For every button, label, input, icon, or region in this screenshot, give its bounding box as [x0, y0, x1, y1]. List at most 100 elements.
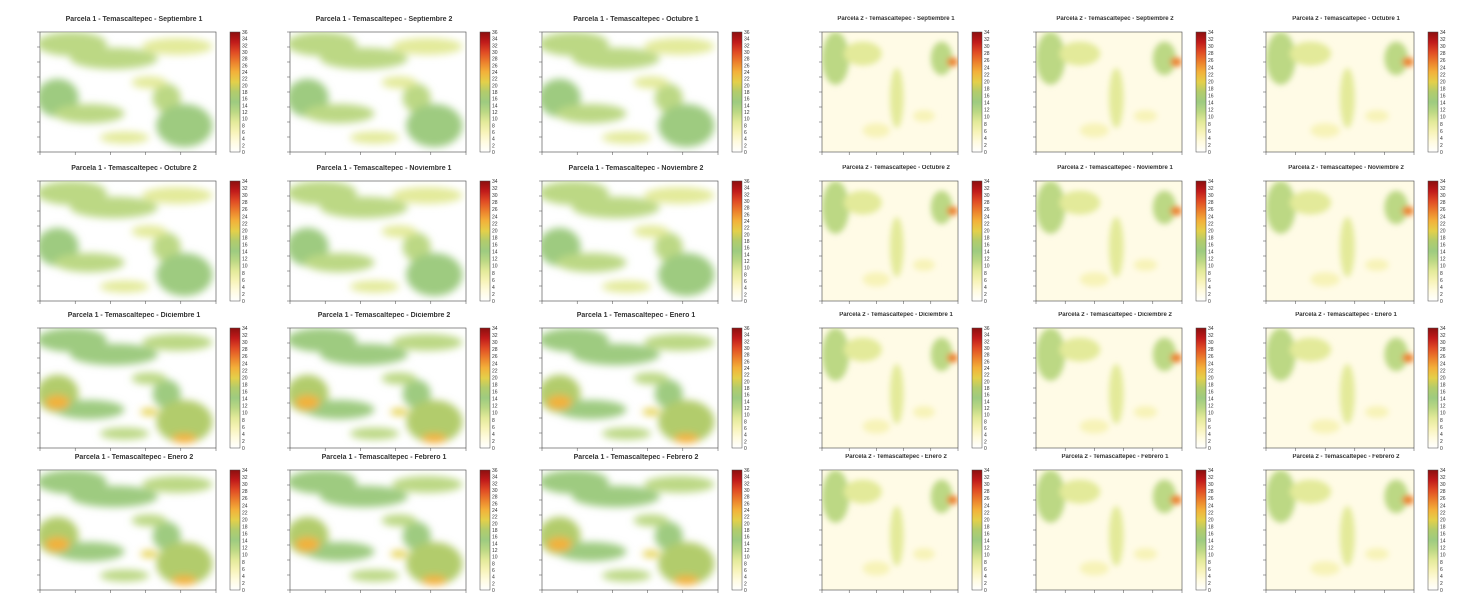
- heatmap-title: Parcela 1 - Temascaltepec - Noviembre 1: [316, 165, 452, 172]
- colorbar-tick-label: 26: [1208, 354, 1214, 360]
- colorbar-tick-label: 4: [984, 433, 987, 439]
- heatmap-title: Parcela 1 - Temascaltepec - Octubre 2: [71, 165, 197, 172]
- heatmap-panel: Parcela 1 - Temascaltepec - Septiembre 2…: [264, 16, 504, 174]
- colorbar-tick-label: 34: [1440, 179, 1446, 185]
- heatmap-title: Parcela 2 - Temascaltepec - Diciembre 2: [1058, 312, 1172, 318]
- colorbar-tick-label: 10: [492, 411, 498, 417]
- density-region: [1365, 259, 1389, 271]
- density-region: [654, 521, 683, 551]
- colorbar-tick-label: 20: [984, 79, 990, 85]
- colorbar-tick-label: 0: [1208, 588, 1211, 594]
- colorbar-tick-label: 28: [1440, 200, 1446, 206]
- colorbar-tick-label: 0: [984, 299, 987, 305]
- colorbar-tick-label: 30: [744, 488, 750, 494]
- density-region: [658, 542, 715, 586]
- colorbar-tick-label: 4: [1208, 285, 1211, 291]
- colorbar-tick-label: 30: [1208, 193, 1214, 199]
- colorbar-tick-label: 14: [492, 250, 498, 256]
- colorbar-tick-label: 10: [984, 264, 990, 270]
- colorbar-tick-label: 14: [1208, 397, 1214, 403]
- colorbar-tick-label: 14: [1208, 250, 1214, 256]
- density-region: [1266, 470, 1296, 523]
- density-region: [392, 38, 463, 55]
- density-region: [1289, 337, 1332, 362]
- density-region: [156, 104, 213, 148]
- colorbar-tick-label: 30: [1440, 340, 1446, 346]
- colorbar-tick-label: 32: [1440, 186, 1446, 192]
- colorbar-tick-label: 2: [242, 439, 245, 445]
- colorbar: [1427, 469, 1439, 591]
- colorbar-tick-label: 34: [984, 30, 990, 36]
- colorbar-tick-label: 16: [1208, 532, 1214, 538]
- colorbar-tick-label: 28: [492, 495, 498, 501]
- density-region: [304, 104, 375, 124]
- density-region: [644, 187, 715, 204]
- colorbar-tick-label: 14: [984, 101, 990, 107]
- heatmap-panel: Parcela 2 - Temascaltepec - Diciembre 2 0…: [1010, 312, 1220, 470]
- colorbar-tick-label: 16: [1440, 532, 1446, 538]
- colorbar-tick-label: 4: [1440, 574, 1443, 580]
- density-region: [843, 479, 882, 504]
- colorbar-tick-label: 18: [492, 382, 498, 388]
- colorbar: [1427, 327, 1439, 449]
- colorbar-tick-label: 10: [1208, 553, 1214, 559]
- colorbar-tick-label: 10: [1440, 411, 1446, 417]
- density-region: [1289, 479, 1332, 504]
- colorbar-tick-label: 0: [242, 299, 245, 305]
- colorbar-tick-label: 6: [744, 568, 747, 574]
- colorbar-tick-label: 2: [1208, 292, 1211, 298]
- colorbar-tick-label: 0: [1208, 446, 1211, 452]
- colorbar: [971, 31, 983, 153]
- colorbar-tick-label: 24: [242, 70, 248, 76]
- heatmap-title: Parcela 2 - Temascaltepec - Febrero 2: [1292, 454, 1400, 460]
- density-region: [131, 76, 167, 89]
- colorbar-tick-label: 6: [1208, 278, 1211, 284]
- colorbar-tick-label: 18: [1208, 382, 1214, 388]
- colorbar-tick-label: 12: [1208, 404, 1214, 410]
- colorbar-tick-label: 28: [984, 489, 990, 495]
- density-hotspot: [947, 57, 958, 67]
- colorbar-tick-label: 14: [1208, 539, 1214, 545]
- density-region: [1109, 364, 1124, 424]
- colorbar-tick-label: 24: [492, 214, 498, 220]
- colorbar-tick-label: 0: [744, 588, 747, 594]
- colorbar-tick-label: 10: [1208, 115, 1214, 121]
- colorbar-tick-label: 12: [984, 406, 990, 412]
- colorbar-tick-label: 6: [242, 130, 245, 136]
- density-region: [1109, 217, 1124, 277]
- density-region: [69, 47, 158, 70]
- colorbar-tick-label: 6: [492, 278, 495, 284]
- colorbar-tick-label: 28: [984, 200, 990, 206]
- colorbar-tick-label: 6: [1440, 278, 1443, 284]
- colorbar-tick-label: 6: [1440, 129, 1443, 135]
- colorbar-tick-label: 30: [492, 50, 498, 56]
- colorbar-tick-label: 22: [984, 510, 990, 516]
- colorbar-tick-label: 20: [744, 521, 750, 527]
- colorbar-tick-label: 20: [1440, 517, 1446, 523]
- colorbar-tick-label: 8: [492, 123, 495, 129]
- density-region: [913, 259, 935, 271]
- colorbar-tick-label: 20: [744, 83, 750, 89]
- colorbar-tick-label: 22: [1208, 221, 1214, 227]
- colorbar-tick-label: 28: [492, 200, 498, 206]
- colorbar-tick-label: 18: [1208, 86, 1214, 92]
- colorbar-tick-label: 34: [242, 468, 248, 474]
- colorbar-tick-label: 18: [744, 386, 750, 392]
- colorbar-tick-label: 26: [242, 496, 248, 502]
- colorbar-tick-label: 16: [744, 97, 750, 103]
- colorbar-tick-label: 34: [1440, 468, 1446, 474]
- colorbar-tick-label: 2: [1208, 581, 1211, 587]
- colorbar-tick-label: 28: [492, 57, 498, 63]
- colorbar: [971, 327, 983, 449]
- colorbar-tick-label: 26: [492, 501, 498, 507]
- density-region: [142, 334, 213, 351]
- density-region: [319, 485, 408, 508]
- colorbar-tick-label: 18: [984, 235, 990, 241]
- colorbar-tick-label: 16: [242, 97, 248, 103]
- colorbar-tick-label: 12: [984, 546, 990, 552]
- colorbar-tick-label: 6: [1208, 129, 1211, 135]
- density-hotspot: [642, 408, 660, 416]
